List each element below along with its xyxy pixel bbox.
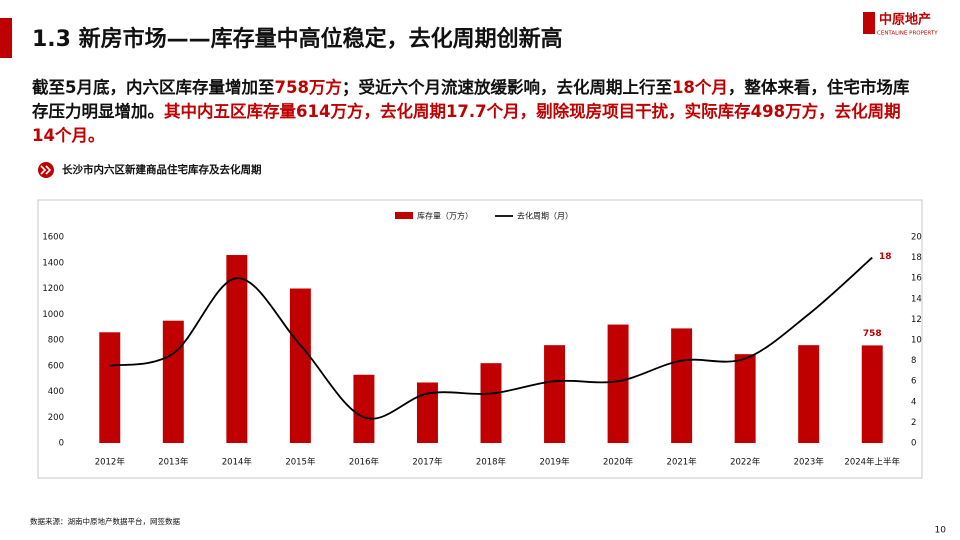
summary-segment: 758万方	[274, 78, 342, 97]
page-number: 10	[935, 526, 947, 536]
x-tick-label: 2024年上半年	[844, 457, 900, 468]
line	[109, 256, 873, 420]
x-tick-label: 2015年	[285, 457, 316, 468]
legend-swatch	[395, 212, 413, 219]
logo: 中原地产	[879, 12, 931, 28]
bar	[226, 255, 248, 443]
bar	[416, 382, 438, 443]
x-tick-label: 2017年	[412, 457, 443, 468]
summary-segment: 其中内五区库存量614万方，去化周期17.7个月，剔除现房项目干扰，实际库存49…	[32, 102, 901, 145]
legend-label: 库存量（万方）	[417, 211, 473, 221]
x-tick-label: 2019年	[539, 457, 570, 468]
y-tick-label: 0	[59, 439, 64, 449]
summary-segment: ，整体来看，住宅市场库存压力明显增加。	[32, 78, 910, 121]
bar	[289, 288, 311, 443]
title-accent	[0, 18, 12, 58]
y2-tick-label: 12	[911, 315, 922, 325]
chart-frame	[37, 199, 923, 479]
y-tick-label: 200	[48, 413, 64, 423]
bar	[798, 345, 820, 443]
y-tick-label: 1200	[42, 284, 64, 294]
y2-tick-label: 6	[911, 377, 916, 387]
y-tick-label: 1400	[42, 258, 64, 268]
x-tick-label: 2023年	[794, 457, 825, 468]
logo-sub: CENTALINE PROPERTY	[877, 31, 938, 37]
y2-tick-label: 2	[911, 418, 916, 428]
y-tick-label: 1600	[42, 233, 64, 243]
summary-segment: 截至5月底，内六区库存量增加至	[32, 78, 275, 97]
y2-tick-label: 16	[911, 274, 922, 284]
bar	[99, 332, 121, 443]
y-tick-label: 600	[48, 361, 64, 371]
x-tick-label: 2014年	[222, 457, 253, 468]
bar	[480, 363, 502, 443]
y-tick-label: 1000	[42, 310, 64, 320]
bar	[544, 345, 566, 443]
legend-label: 去化周期（月）	[517, 211, 573, 221]
y-tick-label: 400	[48, 387, 64, 397]
logo-mark	[863, 12, 875, 34]
bar	[861, 345, 883, 443]
bar	[734, 354, 756, 443]
y2-tick-label: 8	[911, 356, 916, 366]
x-tick-label: 2021年	[667, 457, 698, 468]
data-label: 758	[863, 329, 882, 339]
x-tick-label: 2012年	[95, 457, 126, 468]
bar	[353, 374, 375, 443]
data-label: 18	[879, 252, 892, 262]
y2-tick-label: 10	[911, 336, 922, 346]
y2-tick-label: 18	[911, 253, 922, 263]
subtitle-icon-arrows	[40, 165, 52, 175]
y2-tick-label: 20	[911, 233, 922, 243]
bar	[162, 320, 184, 443]
y2-tick-label: 14	[911, 294, 922, 304]
summary: 截至5月底，内六区库存量增加至758万方；受近六个月流速放缓影响，去化周期上行至…	[32, 76, 922, 148]
y2-tick-label: 0	[911, 439, 916, 449]
source: 数据来源：湖南中原地产数据平台，网签数据	[30, 516, 180, 526]
chart-title: 长沙市内六区新建商品住宅库存及去化周期	[62, 163, 262, 176]
x-tick-label: 2016年	[349, 457, 380, 468]
x-tick-label: 2020年	[603, 457, 634, 468]
summary-segment: ；受近六个月流速放缓影响，去化周期上行至	[341, 78, 672, 97]
slide-title: 1.3 新房市场——库存量中高位稳定，去化周期创新高	[32, 26, 563, 52]
summary-segment: 18个月	[671, 78, 728, 97]
bar	[607, 324, 629, 443]
x-tick-label: 2013年	[158, 457, 189, 468]
x-tick-label: 2018年	[476, 457, 507, 468]
bar	[671, 328, 693, 443]
y2-tick-label: 4	[911, 397, 916, 407]
y-tick-label: 800	[48, 336, 64, 346]
x-tick-label: 2022年	[730, 457, 761, 468]
